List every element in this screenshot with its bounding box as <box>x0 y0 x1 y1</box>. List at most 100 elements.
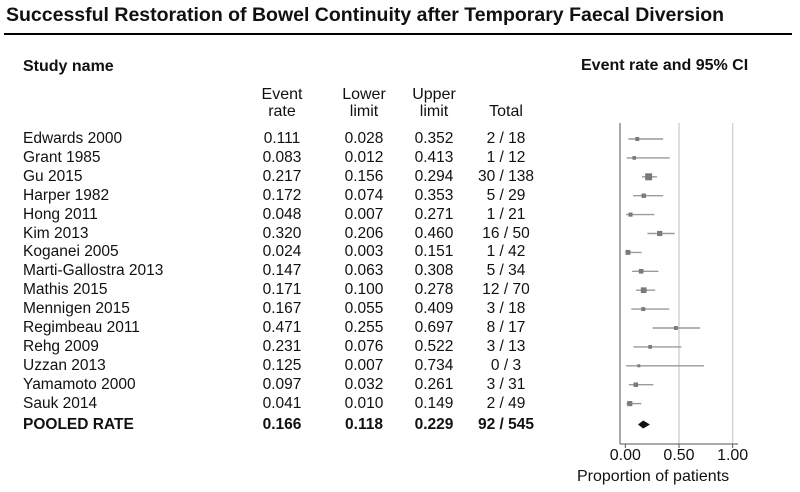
total-header: Total <box>489 103 523 120</box>
upper-limit-header-line2: limit <box>419 103 449 120</box>
x-axis-label: Proportion of patients <box>577 468 730 485</box>
lower-limit-header-line1: Lower <box>342 86 386 103</box>
point-marker <box>632 156 637 160</box>
study-name: Grant 1985 <box>23 148 101 166</box>
study-name: Kim 2013 <box>23 224 89 242</box>
study-upper-limit: 0.409 <box>414 300 454 318</box>
study-lower-limit: 0.156 <box>344 167 384 185</box>
study-event-rate: 0.172 <box>262 186 302 204</box>
point-marker <box>625 249 631 255</box>
x-tick-label-2: 1.00 <box>717 447 748 464</box>
point-marker <box>657 230 663 237</box>
study-total: 2 / 49 <box>486 394 526 412</box>
study-upper-limit: 0.149 <box>414 394 454 412</box>
study-event-rate: 0.041 <box>262 394 302 412</box>
study-total: 12 / 70 <box>482 281 530 299</box>
study-lower-limit: 0.063 <box>344 262 384 280</box>
point-marker <box>673 326 678 330</box>
study-name: Marti-Gallostra 2013 <box>23 262 164 280</box>
point-marker <box>635 137 640 141</box>
point-marker <box>648 345 653 349</box>
event-rate-header: Event rate <box>250 86 314 120</box>
pooled-total: 92 / 545 <box>477 415 535 433</box>
study-event-rate: 0.024 <box>262 243 302 261</box>
study-name: Harper 1982 <box>23 186 110 204</box>
study-lower-limit: 0.032 <box>344 375 384 393</box>
point-marker <box>627 401 633 407</box>
study-total: 1 / 42 <box>486 243 526 261</box>
study-event-rate: 0.171 <box>262 281 302 299</box>
study-name: Uzzan 2013 <box>23 356 106 374</box>
event-rate-header-line1: Event <box>261 86 303 103</box>
study-total: 3 / 13 <box>486 337 526 355</box>
lower-limit-header: Lower limit <box>332 86 396 120</box>
lower-limit-header-line2: limit <box>349 103 379 120</box>
study-lower-limit: 0.007 <box>344 205 384 223</box>
study-total: 3 / 31 <box>486 375 526 393</box>
study-lower-limit: 0.206 <box>344 224 384 242</box>
pooled-upper-limit: 0.229 <box>414 415 454 433</box>
study-total: 3 / 18 <box>486 300 526 318</box>
point-marker <box>640 287 647 294</box>
pooled-diamond <box>638 420 650 429</box>
study-event-rate: 0.125 <box>262 356 302 374</box>
pooled-name: POOLED RATE <box>23 415 134 433</box>
study-name: Mennigen 2015 <box>23 300 130 318</box>
point-marker <box>628 212 633 217</box>
study-lower-limit: 0.012 <box>344 148 384 166</box>
study-name: Mathis 2015 <box>23 281 108 299</box>
study-event-rate: 0.111 <box>263 130 301 147</box>
study-name: Yamamoto 2000 <box>23 375 136 393</box>
study-name: Rehg 2009 <box>23 337 99 355</box>
point-marker <box>641 193 647 198</box>
study-total: 8 / 17 <box>486 319 526 336</box>
study-event-rate: 0.231 <box>262 337 302 355</box>
study-total: 2 / 18 <box>486 130 526 147</box>
study-event-rate: 0.147 <box>262 262 302 280</box>
study-lower-limit: 0.003 <box>344 243 384 261</box>
study-lower-limit: 0.074 <box>344 186 384 204</box>
study-lower-limit: 0.100 <box>344 281 384 299</box>
study-lower-limit: 0.007 <box>344 356 384 374</box>
study-event-rate: 0.167 <box>262 300 302 318</box>
study-upper-limit: 0.353 <box>414 186 454 204</box>
pooled-event-rate: 0.166 <box>262 415 302 433</box>
study-upper-limit: 0.460 <box>414 224 454 242</box>
study-lower-limit: 0.010 <box>344 394 384 412</box>
title-rule <box>4 33 792 35</box>
study-upper-limit: 0.271 <box>414 205 454 223</box>
event-rate-header-line2: rate <box>268 103 296 120</box>
study-name: Gu 2015 <box>23 167 83 185</box>
study-name-header: Study name <box>23 58 114 75</box>
study-lower-limit: 0.076 <box>344 337 384 355</box>
study-event-rate: 0.083 <box>262 148 302 166</box>
x-tick-label-1: 0.50 <box>663 447 694 464</box>
point-marker <box>633 382 639 387</box>
study-name: Sauk 2014 <box>23 394 98 412</box>
point-marker <box>645 173 653 181</box>
study-event-rate: 0.048 <box>262 205 302 223</box>
study-name: Regimbeau 2011 <box>23 319 140 336</box>
study-upper-limit: 0.151 <box>414 243 454 261</box>
study-event-rate: 0.471 <box>262 319 302 336</box>
study-name: Hong 2011 <box>23 205 98 223</box>
study-upper-limit: 0.413 <box>414 148 454 166</box>
study-lower-limit: 0.028 <box>344 130 384 147</box>
study-upper-limit: 0.352 <box>414 130 454 147</box>
upper-limit-header-line1: Upper <box>412 86 456 103</box>
plot-title: Event rate and 95% CI <box>581 57 749 74</box>
study-total: 5 / 34 <box>486 262 526 280</box>
study-upper-limit: 0.522 <box>414 337 454 355</box>
chart-title: Successful Restoration of Bowel Continui… <box>6 4 725 26</box>
study-lower-limit: 0.255 <box>344 319 384 336</box>
study-total: 5 / 29 <box>486 186 526 204</box>
study-upper-limit: 0.278 <box>414 281 454 299</box>
study-upper-limit: 0.308 <box>414 262 454 280</box>
study-event-rate: 0.320 <box>262 224 302 242</box>
study-total: 16 / 50 <box>482 224 530 242</box>
study-total: 1 / 12 <box>486 148 526 166</box>
study-lower-limit: 0.055 <box>344 300 384 318</box>
study-upper-limit: 0.294 <box>414 167 454 185</box>
study-total: 0 / 3 <box>490 356 522 374</box>
